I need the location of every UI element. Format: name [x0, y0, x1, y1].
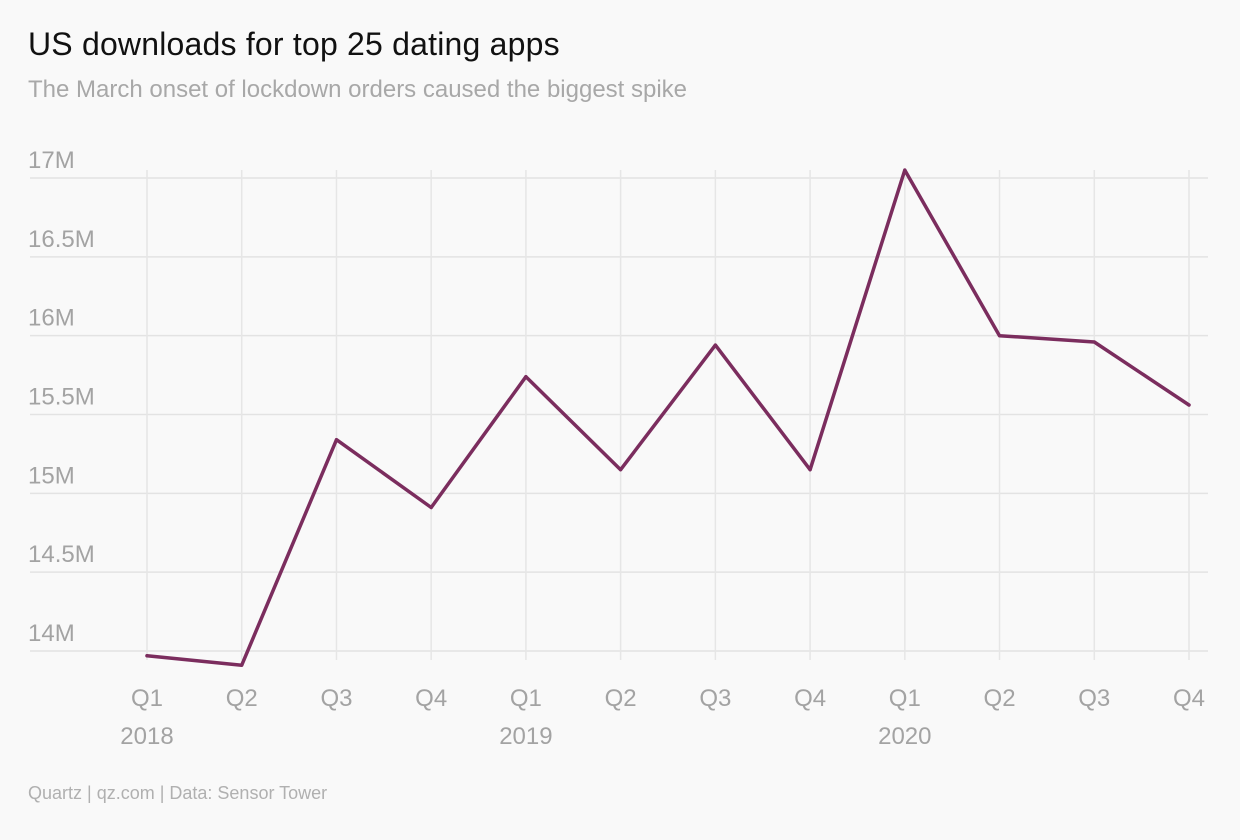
data-point [619, 468, 623, 472]
data-point [334, 438, 339, 442]
data-point [997, 334, 1002, 338]
source-credit: Quartz | qz.com | Data: Sensor Tower [28, 783, 328, 803]
data-point [145, 654, 149, 658]
data-point [524, 375, 528, 379]
data-point [903, 168, 907, 172]
data-point [429, 505, 433, 510]
x-tick-label: Q2 [984, 685, 1016, 712]
series-line [145, 168, 1191, 667]
data-point [1187, 403, 1191, 407]
x-tick-label: Q3 [1078, 685, 1110, 712]
x-tick-label: Q1 [510, 685, 542, 712]
data-point [240, 663, 244, 667]
x-axis-ticks: Q1 Q2 Q3 Q4 Q1 Q2 Q3 Q4 Q1 Q2 Q3 Q4 2018 2019 2020 [120, 685, 1205, 750]
data-point [713, 343, 717, 347]
data-point [808, 468, 812, 472]
y-tick-label: 17M [28, 147, 75, 174]
series-layer [145, 168, 1191, 667]
y-tick-label: 15.5M [28, 384, 95, 411]
y-tick-label: 15M [28, 462, 75, 489]
x-tick-label: Q4 [794, 685, 826, 712]
x-year-label: 2018 [120, 723, 173, 750]
x-tick-label: Q1 [889, 685, 921, 712]
y-axis-ticks: 14M 14.5M 15M 15.5M 16M 16.5M 17M [28, 147, 95, 647]
y-tick-label: 14.5M [28, 541, 95, 568]
x-tick-label: Q1 [131, 685, 163, 712]
chart-title: US downloads for top 25 dating apps [28, 26, 560, 62]
x-tick-label: Q4 [415, 685, 447, 712]
chart-subtitle: The March onset of lockdown orders cause… [28, 76, 688, 103]
x-tick-label: Q3 [699, 685, 731, 712]
x-tick-label: Q3 [320, 685, 352, 712]
y-tick-label: 16.5M [28, 226, 95, 253]
y-tick-label: 14M [28, 620, 75, 647]
data-point [1092, 340, 1096, 344]
x-tick-label: Q2 [226, 685, 258, 712]
x-tick-label: Q4 [1173, 685, 1205, 712]
x-year-label: 2019 [499, 723, 552, 750]
x-tick-label: Q2 [605, 685, 637, 712]
grid-layer [30, 170, 1208, 660]
x-year-label: 2020 [878, 723, 931, 750]
y-tick-label: 16M [28, 305, 75, 332]
